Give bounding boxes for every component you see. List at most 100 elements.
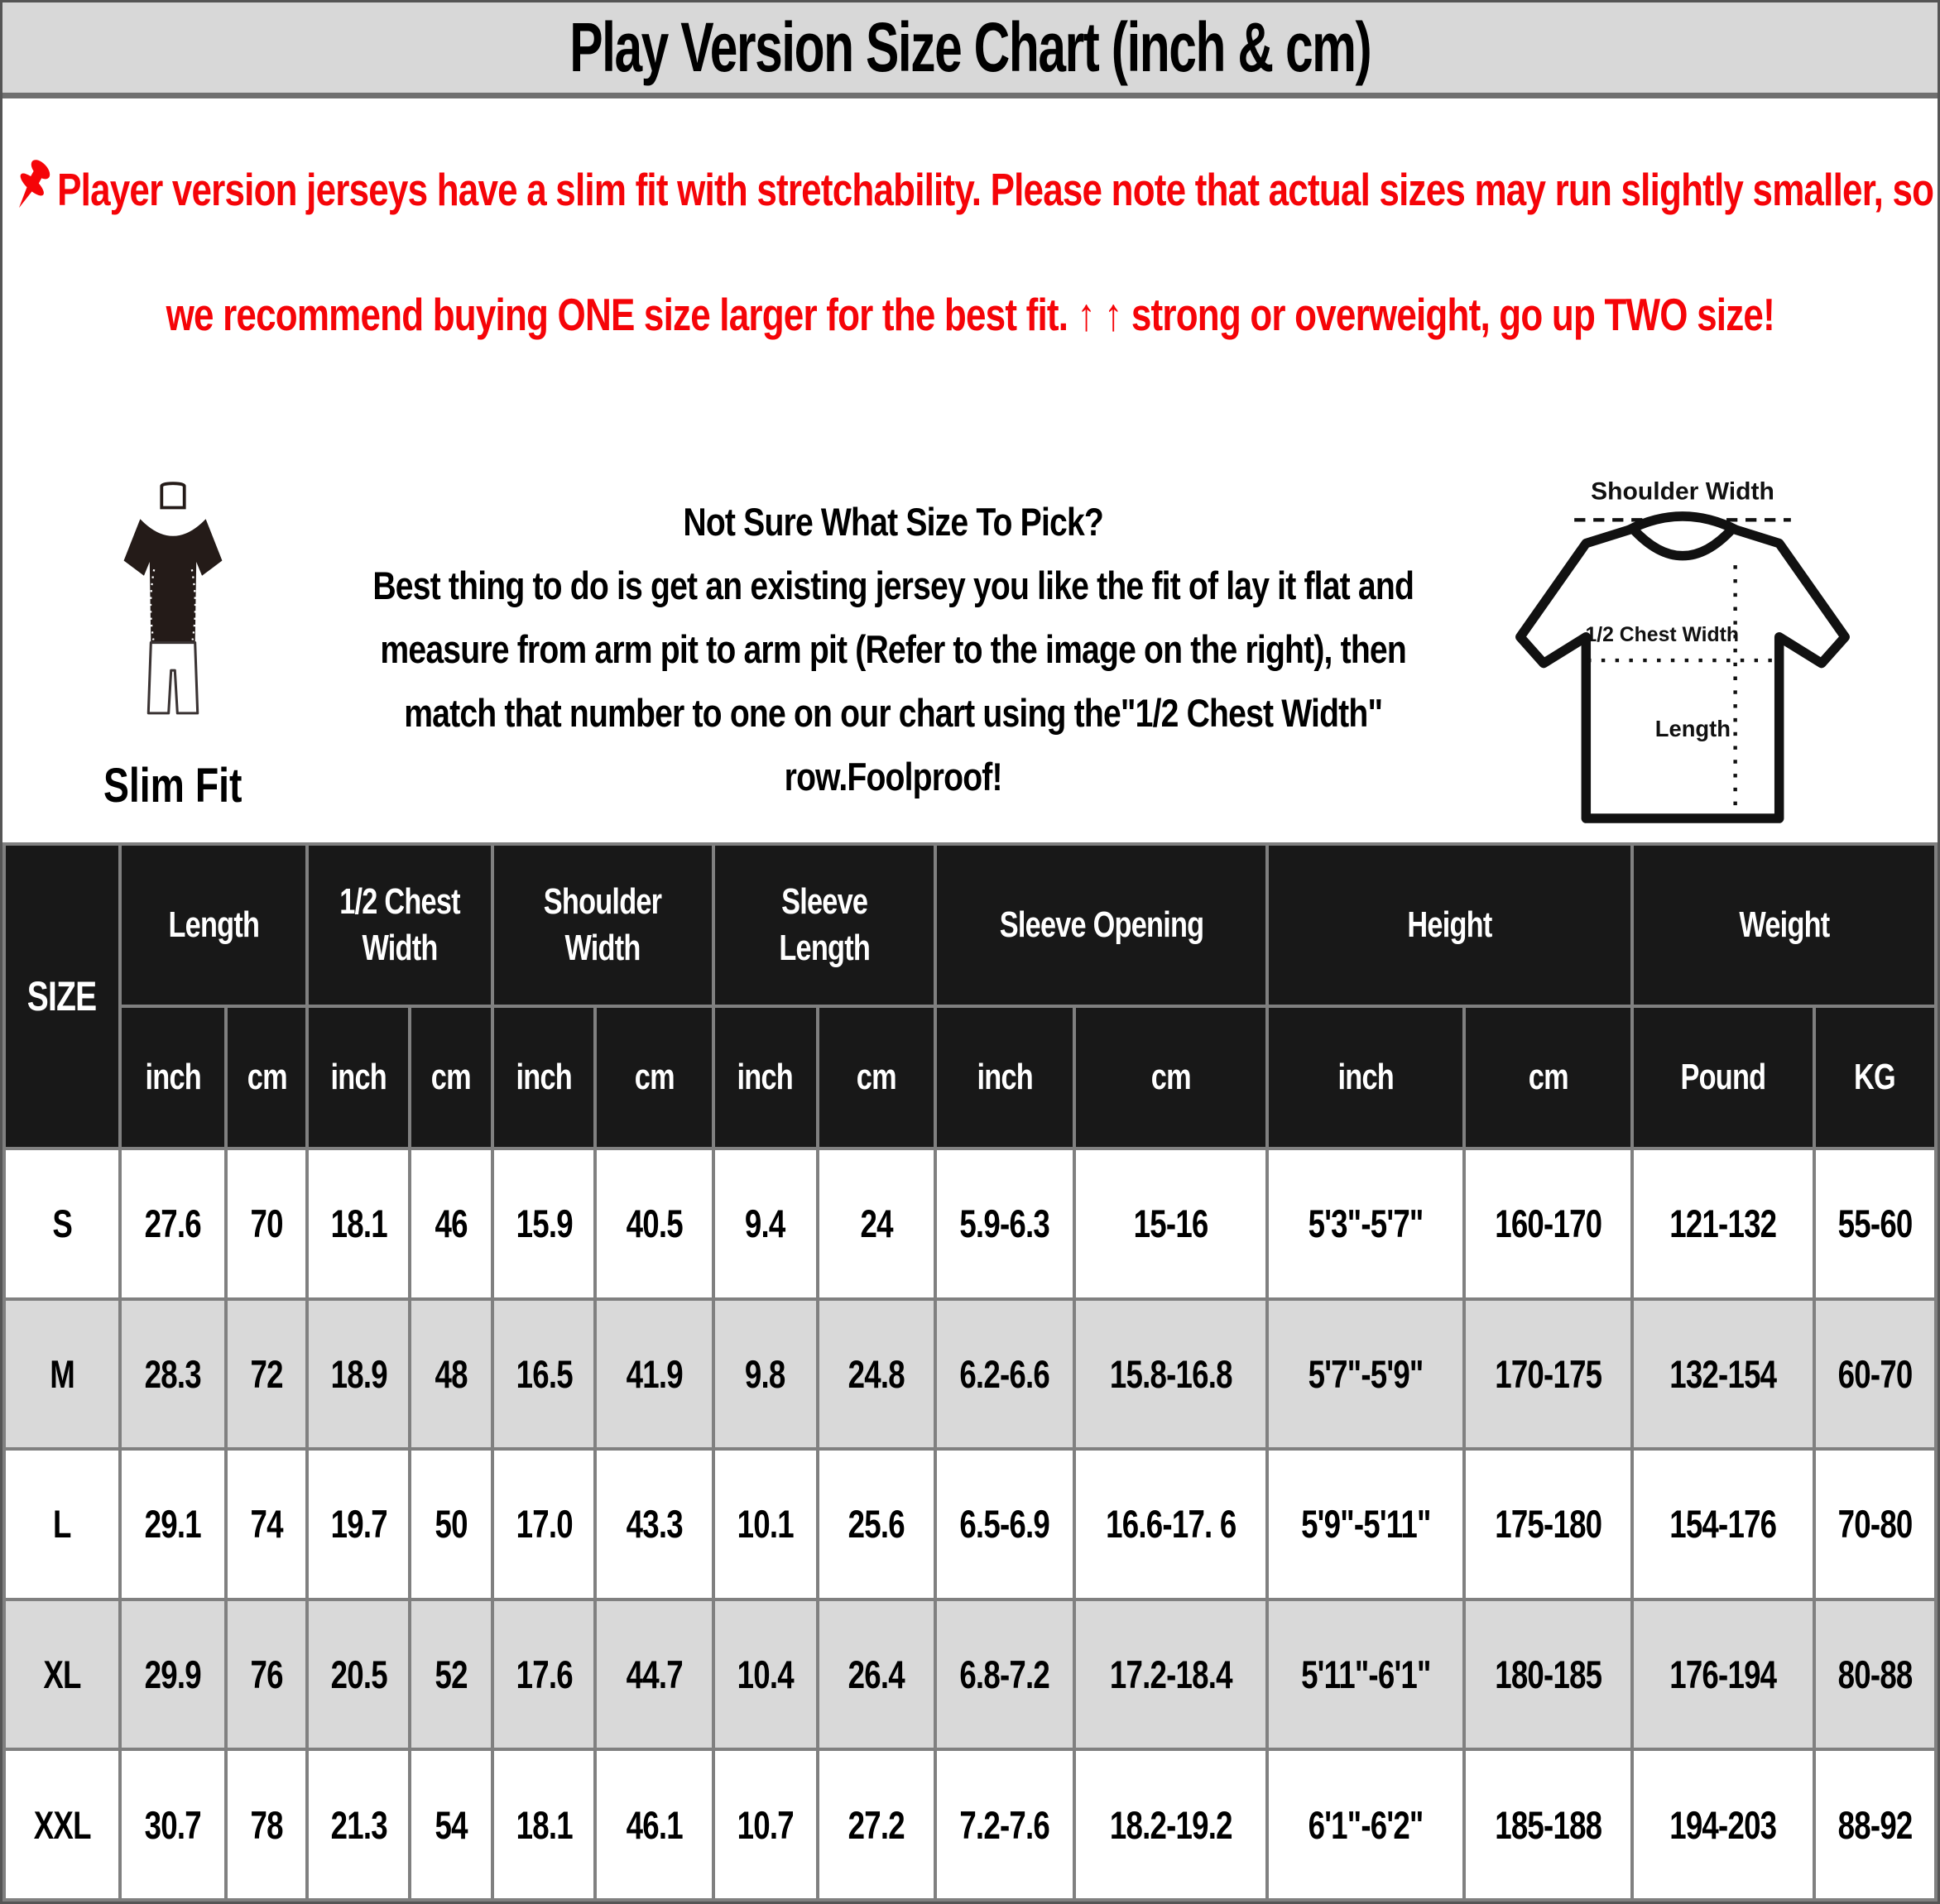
cell: 175-180: [1462, 1447, 1635, 1601]
cell: 18.9: [305, 1297, 412, 1451]
cell: 6.8-7.2: [933, 1597, 1076, 1752]
cell: 15.9: [491, 1147, 598, 1301]
cell: 132-154: [1630, 1297, 1816, 1451]
column-unit-1-2-chest-width-inch: inch: [305, 1005, 412, 1150]
row-size-label: XXL: [2, 1748, 122, 1902]
cell: 48: [408, 1297, 495, 1451]
cell: 43.3: [593, 1447, 715, 1601]
cell: 9.4: [711, 1147, 819, 1301]
cell: 160-170: [1462, 1147, 1635, 1301]
cell: 10.1: [711, 1447, 819, 1601]
cell: 5'3"-5'7": [1265, 1147, 1467, 1301]
cell: 21.3: [305, 1748, 412, 1902]
column-unit-length-cm: cm: [224, 1005, 310, 1150]
row-size-label: XL: [2, 1597, 122, 1752]
cell: 50: [408, 1447, 495, 1601]
notice-section: Player version jerseys have a slim fit w…: [2, 98, 1938, 468]
cell: 10.4: [711, 1597, 819, 1752]
cell: 41.9: [593, 1297, 715, 1451]
cell: 6'1"-6'2": [1265, 1748, 1467, 1902]
cell: 7.2-7.6: [933, 1748, 1076, 1902]
cell: 15.8-16.8: [1072, 1297, 1270, 1451]
size-table: SIZE Length 1/2 Chest Width Shoulder Width S…: [2, 842, 1938, 1902]
cell: 27.6: [118, 1147, 228, 1301]
column-unit-sleeve-length-cm: cm: [815, 1005, 937, 1150]
cell: 18.2-19.2: [1072, 1748, 1270, 1902]
cell: 46.1: [593, 1748, 715, 1902]
tshirt-measurement-diagram: Shoulder Width 1/2 Chest Width Length: [1515, 478, 1850, 823]
row-size-label: S: [2, 1147, 122, 1301]
slim-fit-label: Slim Fit: [103, 759, 242, 813]
cell: 46: [408, 1147, 495, 1301]
cell: 54: [408, 1748, 495, 1902]
cell: 17.0: [491, 1447, 598, 1601]
cell: 55-60: [1812, 1147, 1938, 1301]
notice-text-block: Player version jerseys have a slim fit w…: [2, 133, 1938, 372]
cell: 17.2-18.4: [1072, 1597, 1270, 1752]
column-unit-sleeve-opening-cm: cm: [1072, 1005, 1270, 1150]
column-group-weight: Weight: [1630, 842, 1938, 1008]
cell: 121-132: [1630, 1147, 1816, 1301]
column-unit-height-cm: cm: [1462, 1005, 1635, 1150]
column-group-sleeve-length: Sleeve Length: [711, 842, 937, 1008]
notice-text: Player version jerseys have a slim fit w…: [56, 164, 1934, 340]
cell: 154-176: [1630, 1447, 1816, 1601]
column-unit-1-2-chest-width-cm: cm: [408, 1005, 495, 1150]
cell: 176-194: [1630, 1597, 1816, 1752]
column-group-height: Height: [1265, 842, 1635, 1008]
cell: 194-203: [1630, 1748, 1816, 1902]
slim-fit-figure: [123, 482, 222, 715]
cell: 5'11"-6'1": [1265, 1597, 1467, 1752]
cell: 6.5-6.9: [933, 1447, 1076, 1601]
cell: 185-188: [1462, 1748, 1635, 1902]
diagram-half-chest-label: 1/2 Chest Width: [1586, 624, 1739, 646]
cell: 170-175: [1462, 1297, 1635, 1451]
column-group-sleeve-opening: Sleeve Opening: [933, 842, 1270, 1008]
cell: 30.7: [118, 1748, 228, 1902]
size-column-header: SIZE: [2, 842, 122, 1150]
guide-text-block: Not Sure What Size To Pick? Best thing t…: [336, 468, 1451, 842]
cell: 20.5: [305, 1597, 412, 1752]
cell: 88-92: [1812, 1748, 1938, 1902]
column-unit-weight-pound: Pound: [1630, 1005, 1816, 1150]
measurement-diagram-block: Shoulder Width 1/2 Chest Width Length: [1451, 468, 1931, 842]
column-group-1-2-chest-width: 1/2 Chest Width: [305, 842, 495, 1008]
table-row-m: M 28.3 72 18.9 48 16.5 41.9 9.8 24.8 6.2-6.6 15.8-…: [2, 1297, 1938, 1451]
pushpin-icon: [7, 145, 55, 258]
table-row-s: S 27.6 70 18.1 46 15.9 40.5 9.4 24 5.9-6.3 15-16 5'…: [2, 1147, 1938, 1301]
cell: 5'9"-5'11": [1265, 1447, 1467, 1601]
page-title: Play Version Size Chart (inch & cm): [569, 8, 1371, 86]
column-unit-shoulder-width-inch: inch: [491, 1005, 598, 1150]
table-row-l: L 29.1 74 19.7 50 17.0 43.3 10.1 25.6 6.5-6.9 16.6…: [2, 1447, 1938, 1601]
cell: 9.8: [711, 1297, 819, 1451]
cell: 5'7"-5'9": [1265, 1297, 1467, 1451]
cell: 40.5: [593, 1147, 715, 1301]
guide-heading: Not Sure What Size To Pick?: [683, 500, 1104, 544]
cell: 24: [815, 1147, 937, 1301]
cell: 76: [224, 1597, 310, 1752]
cell: 18.1: [491, 1748, 598, 1902]
cell: 15-16: [1072, 1147, 1270, 1301]
table-row-xl: XL 29.9 76 20.5 52 17.6 44.7 10.4 26.4 6.8-7.2 17.…: [2, 1597, 1938, 1752]
cell: 60-70: [1812, 1297, 1938, 1451]
column-unit-sleeve-length-inch: inch: [711, 1005, 819, 1150]
row-size-label: M: [2, 1297, 122, 1451]
cell: 72: [224, 1297, 310, 1451]
cell: 28.3: [118, 1297, 228, 1451]
row-size-label: L: [2, 1447, 122, 1601]
cell: 16.5: [491, 1297, 598, 1451]
cell: 78: [224, 1748, 310, 1902]
guide-section: Slim Fit Not Sure What Size To Pick? Bes…: [2, 468, 1938, 842]
guide-body: Best thing to do is get an existing jers…: [372, 564, 1415, 799]
cell: 70: [224, 1147, 310, 1301]
cell: 52: [408, 1597, 495, 1752]
cell: 70-80: [1812, 1447, 1938, 1601]
diagram-length-label: Length: [1655, 716, 1731, 741]
cell: 17.6: [491, 1597, 598, 1752]
cell: 10.7: [711, 1748, 819, 1902]
title-band: Play Version Size Chart (inch & cm): [2, 2, 1938, 98]
cell: 180-185: [1462, 1597, 1635, 1752]
cell: 29.9: [118, 1597, 228, 1752]
cell: 74: [224, 1447, 310, 1601]
